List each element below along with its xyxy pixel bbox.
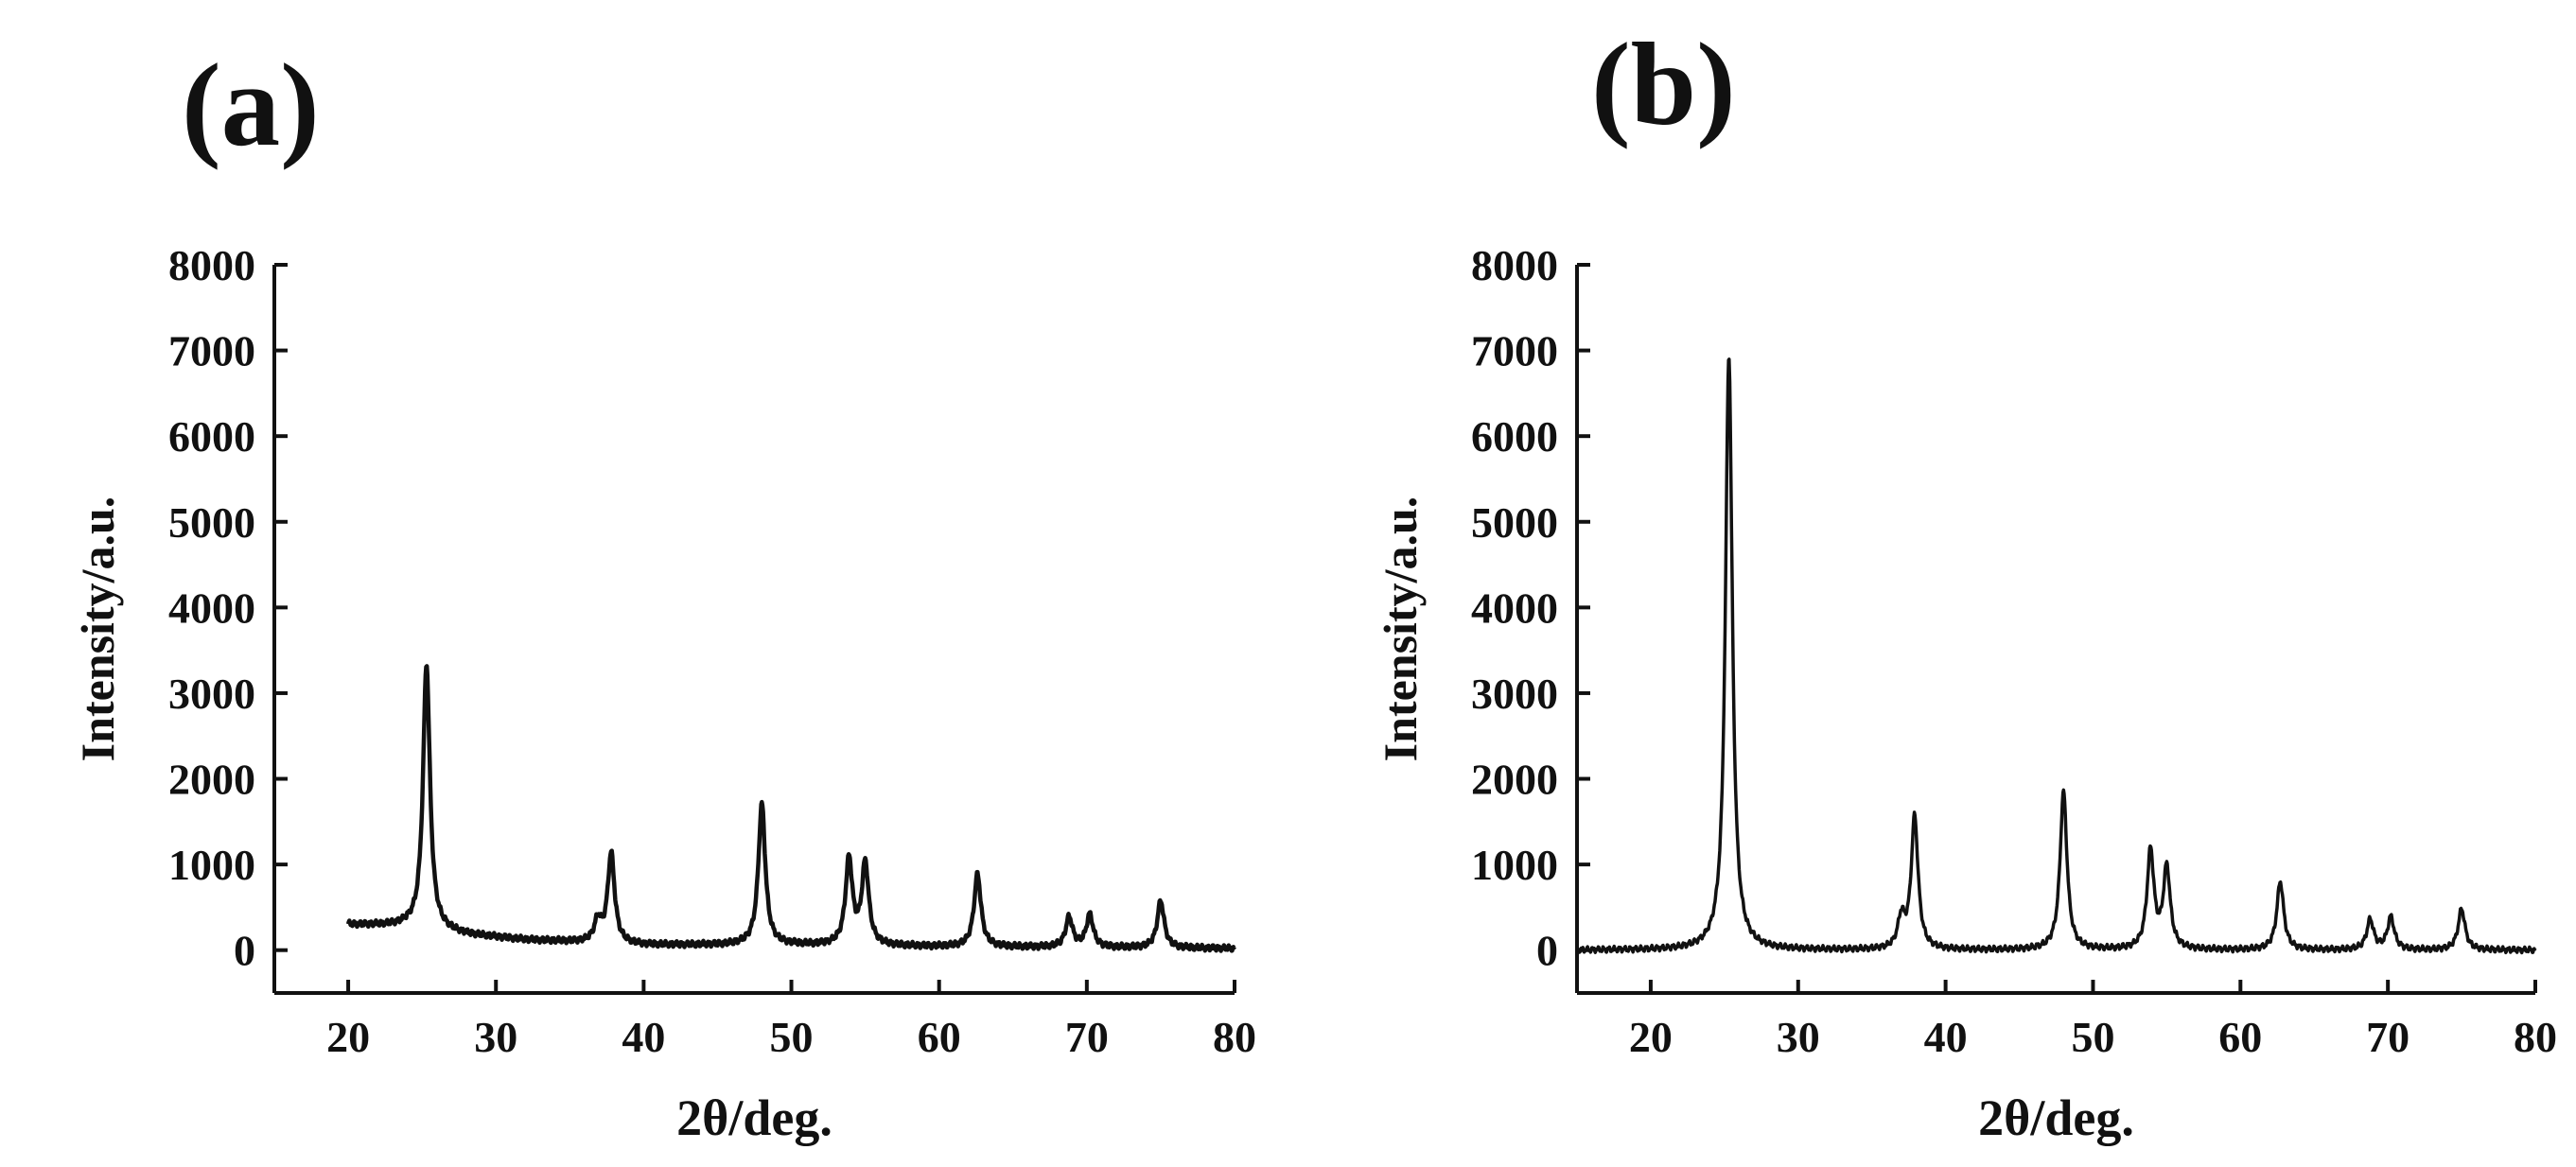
x-tick-label: 80 bbox=[1213, 1013, 1256, 1061]
y-tick-label: 5000 bbox=[1471, 498, 1558, 547]
x-tick-label: 50 bbox=[770, 1013, 814, 1061]
y-tick-label: 7000 bbox=[168, 327, 255, 375]
xrd-trace bbox=[345, 664, 1236, 953]
panel-label: (a) bbox=[182, 41, 320, 171]
y-tick-label: 0 bbox=[1536, 927, 1558, 975]
y-tick-label: 7000 bbox=[1471, 327, 1558, 375]
y-tick-label: 5000 bbox=[168, 498, 255, 547]
y-axis-label: Intensity/a.u. bbox=[71, 496, 124, 762]
x-tick-label: 60 bbox=[2218, 1013, 2262, 1061]
panel-label: (b) bbox=[1591, 20, 1736, 150]
y-tick-label: 3000 bbox=[168, 670, 255, 718]
x-tick-label: 40 bbox=[1924, 1013, 1968, 1061]
y-tick-label: 6000 bbox=[168, 412, 255, 461]
x-axis-label: 2θ/deg. bbox=[676, 1089, 832, 1146]
x-tick-label: 40 bbox=[622, 1013, 665, 1061]
y-tick-label: 3000 bbox=[1471, 670, 1558, 718]
y-tick-label: 4000 bbox=[168, 584, 255, 632]
y-tick-label: 2000 bbox=[1471, 756, 1558, 804]
x-tick-label: 20 bbox=[326, 1013, 370, 1061]
y-axis-label: Intensity/a.u. bbox=[1374, 496, 1427, 762]
x-tick-label: 70 bbox=[1065, 1013, 1109, 1061]
y-tick-label: 2000 bbox=[168, 756, 255, 804]
y-tick-label: 1000 bbox=[1471, 841, 1558, 889]
y-tick-label: 1000 bbox=[168, 841, 255, 889]
y-tick-label: 4000 bbox=[1471, 584, 1558, 632]
x-tick-label: 60 bbox=[918, 1013, 961, 1061]
xrd-chart-a: 0 1000 2000 3000 4000 5000 6000 7000 8000 20 30 40 5… bbox=[71, 241, 1256, 1146]
y-tick-label: 8000 bbox=[1471, 241, 1558, 289]
y-tick-label: 8000 bbox=[168, 241, 255, 289]
x-tick-label: 50 bbox=[2071, 1013, 2114, 1061]
y-tick-label: 6000 bbox=[1471, 412, 1558, 461]
x-tick-label: 70 bbox=[2366, 1013, 2410, 1061]
xrd-trace bbox=[1575, 357, 2537, 955]
x-tick-label: 80 bbox=[2514, 1013, 2557, 1061]
x-axis-label: 2θ/deg. bbox=[1978, 1089, 2134, 1146]
y-tick-label: 0 bbox=[234, 927, 255, 975]
x-tick-label: 20 bbox=[1629, 1013, 1673, 1061]
panel-a: (a) 0 1000 2000 3000 4000 5000 6000 7000 8000 20 3… bbox=[71, 41, 1256, 1147]
x-tick-label: 30 bbox=[474, 1013, 517, 1061]
panel-b: (b) 0 1000 2000 3000 4000 5000 6000 7000 8000 20 3… bbox=[1288, 0, 2576, 1167]
x-tick-label: 30 bbox=[1777, 1013, 1820, 1061]
xrd-chart-b: 0 1000 2000 3000 4000 5000 6000 7000 8000 20 30 40 5… bbox=[1374, 241, 2557, 1146]
